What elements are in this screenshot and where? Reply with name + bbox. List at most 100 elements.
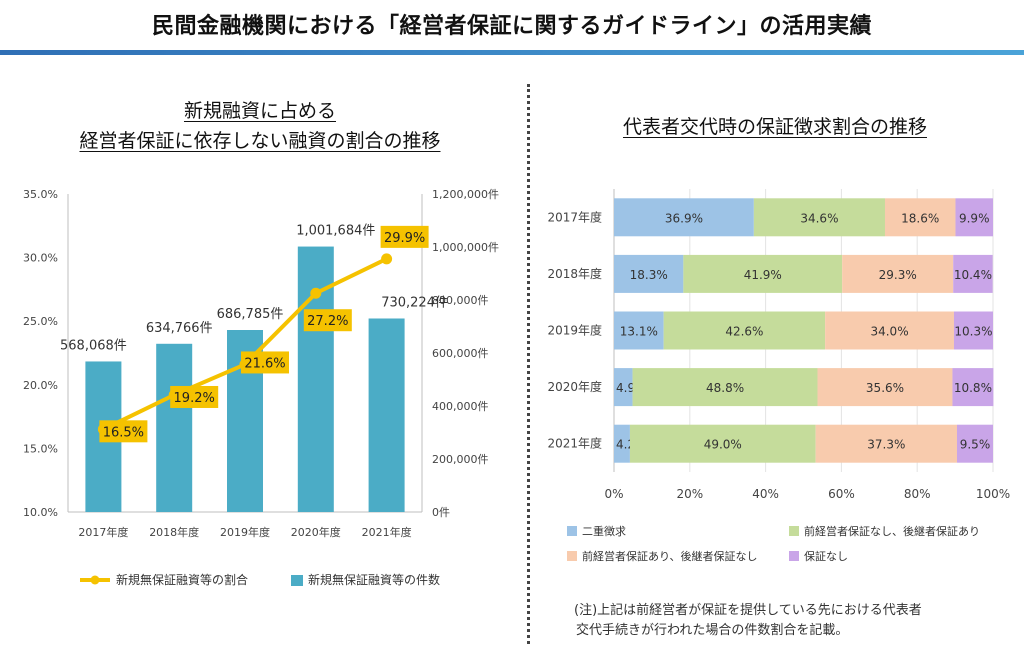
x-tick-label: 2017年度 bbox=[78, 525, 128, 539]
ratio-point bbox=[381, 253, 393, 265]
left-y-tick-label: 10.0% bbox=[23, 506, 58, 519]
y-tick-label: 2020年度 bbox=[547, 379, 602, 394]
x-tick-label: 2019年度 bbox=[220, 525, 270, 539]
stacked-segment bbox=[614, 311, 664, 350]
y-tick-label: 2019年度 bbox=[547, 323, 602, 338]
segment-label: 48.8% bbox=[706, 381, 744, 395]
segment-label: 18.3% bbox=[630, 268, 668, 282]
stacked-segment bbox=[956, 424, 993, 463]
stacked-segment bbox=[614, 424, 630, 463]
x-tick-label: 100% bbox=[976, 487, 1010, 501]
count-bar-label: 568,068件 bbox=[60, 338, 127, 353]
x-tick-label: 0% bbox=[604, 487, 623, 501]
stacked-segment bbox=[953, 311, 993, 350]
segment-label: 36.9% bbox=[665, 211, 703, 225]
x-tick-label: 80% bbox=[904, 487, 931, 501]
segment-label: 34.0% bbox=[870, 325, 908, 339]
count-bar-label: 1,001,684件 bbox=[296, 224, 375, 239]
ratio-label-box bbox=[303, 309, 352, 332]
legend-bar-swatch bbox=[291, 575, 303, 586]
stacked-segment bbox=[953, 254, 993, 293]
y-tick-label: 2018年度 bbox=[547, 266, 602, 281]
right-y-tick-label: 800,000件 bbox=[432, 294, 489, 307]
segment-label: 29.3% bbox=[879, 268, 917, 282]
segment-label: 49.0% bbox=[704, 438, 742, 452]
ratio-label: 29.9% bbox=[384, 231, 425, 246]
segment-label: 37.3% bbox=[867, 438, 905, 452]
left-y-tick-label: 25.0% bbox=[23, 315, 58, 328]
legend-swatch bbox=[789, 551, 799, 561]
legend-label: 前経営者保証あり、後継者保証なし bbox=[582, 549, 758, 563]
ratio-label-box bbox=[99, 420, 148, 443]
legend-line-label: 新規無保証融資等の割合 bbox=[116, 572, 248, 587]
count-bar bbox=[368, 318, 405, 512]
left-y-tick-label: 35.0% bbox=[23, 188, 58, 201]
stacked-segment bbox=[884, 198, 956, 237]
right-y-tick-label: 200,000件 bbox=[432, 453, 489, 466]
stacked-segment bbox=[663, 311, 826, 350]
chart-divider bbox=[527, 84, 530, 644]
ratio-point bbox=[310, 287, 322, 299]
stacked-segment bbox=[815, 424, 957, 463]
left-y-tick-label: 30.0% bbox=[23, 252, 58, 265]
segment-label: 9.9% bbox=[959, 211, 990, 225]
count-bar bbox=[156, 343, 193, 512]
ratio-label: 21.6% bbox=[244, 356, 285, 371]
left-y-tick-label: 15.0% bbox=[23, 442, 58, 455]
ratio-label: 19.2% bbox=[174, 391, 215, 406]
segment-label: 18.6% bbox=[901, 211, 939, 225]
stacked-segment bbox=[614, 368, 633, 407]
right-y-tick-label: 600,000件 bbox=[432, 347, 489, 360]
stacked-segment bbox=[825, 311, 954, 350]
ratio-label-box bbox=[380, 225, 429, 248]
segment-label: 34.6% bbox=[800, 211, 838, 225]
x-tick-label: 2018年度 bbox=[149, 525, 199, 539]
stacked-segment bbox=[614, 254, 684, 293]
left-y-tick-label: 20.0% bbox=[23, 379, 58, 392]
segment-label: 10.3% bbox=[954, 325, 992, 339]
stacked-segment bbox=[632, 368, 818, 407]
left-chart-title-line1: 新規融資に占める bbox=[183, 100, 336, 122]
segment-label: 35.6% bbox=[866, 381, 904, 395]
ratio-label: 16.5% bbox=[103, 425, 144, 440]
right-y-tick-label: 1,200,000件 bbox=[432, 188, 499, 201]
count-bar-label: 634,766件 bbox=[146, 321, 213, 336]
right-y-tick-label: 1,000,000件 bbox=[432, 241, 499, 254]
left-combo-chart: 10.0% 15.0% 20.0% 25.0% 30.0% 35.0% 0件 200,000件… bbox=[23, 188, 499, 587]
y-tick-label: 2017年度 bbox=[547, 209, 602, 224]
x-tick-label: 40% bbox=[752, 487, 779, 501]
segment-label: 13.1% bbox=[620, 325, 658, 339]
footnote: (注)上記は前経営者が保証を提供している先における代表者 交代手続きが行われた場… bbox=[574, 601, 1004, 641]
x-tick-label: 60% bbox=[828, 487, 855, 501]
left-chart-title-line2: 経営者保証に依存しない融資の割合の推移 bbox=[79, 130, 441, 152]
stacked-segment bbox=[952, 368, 994, 407]
right-y-tick-label: 400,000件 bbox=[432, 400, 489, 413]
footnote-line1: (注)上記は前経営者が保証を提供している先における代表者 bbox=[574, 603, 922, 618]
legend-line-marker bbox=[90, 575, 100, 585]
x-tick-label: 2021年度 bbox=[362, 525, 412, 539]
stacked-segment bbox=[753, 198, 885, 237]
ratio-label: 27.2% bbox=[307, 314, 348, 329]
stacked-segment bbox=[683, 254, 843, 293]
left-chart-title: 新規融資に占める 経営者保証に依存しない融資の割合の推移 bbox=[10, 96, 510, 156]
segment-label: 42.6% bbox=[725, 325, 763, 339]
legend-bar-label: 新規無保証融資等の件数 bbox=[308, 572, 440, 587]
ratio-label-box bbox=[241, 351, 289, 374]
legend-label: 前経営者保証なし、後継者保証あり bbox=[804, 524, 980, 538]
stacked-segment bbox=[629, 424, 816, 463]
title-underline-bar bbox=[0, 50, 1024, 55]
count-bar-label: 686,785件 bbox=[217, 307, 284, 322]
legend-swatch bbox=[567, 551, 577, 561]
ratio-label-box bbox=[170, 385, 219, 408]
segment-label: 41.9% bbox=[744, 268, 782, 282]
footnote-line2: 交代手続きが行われた場合の件数割合を記載。 bbox=[576, 623, 849, 638]
right-y-tick-label: 0件 bbox=[432, 506, 450, 519]
segment-label: 10.4% bbox=[954, 268, 992, 282]
right-chart-title: 代表者交代時の保証徴求割合の推移 bbox=[540, 112, 1010, 139]
legend-label: 二重徴求 bbox=[582, 524, 626, 538]
stacked-segment bbox=[614, 198, 754, 237]
x-tick-label: 20% bbox=[676, 487, 703, 501]
stacked-segment bbox=[955, 198, 993, 237]
legend-label: 保証なし bbox=[804, 549, 848, 563]
